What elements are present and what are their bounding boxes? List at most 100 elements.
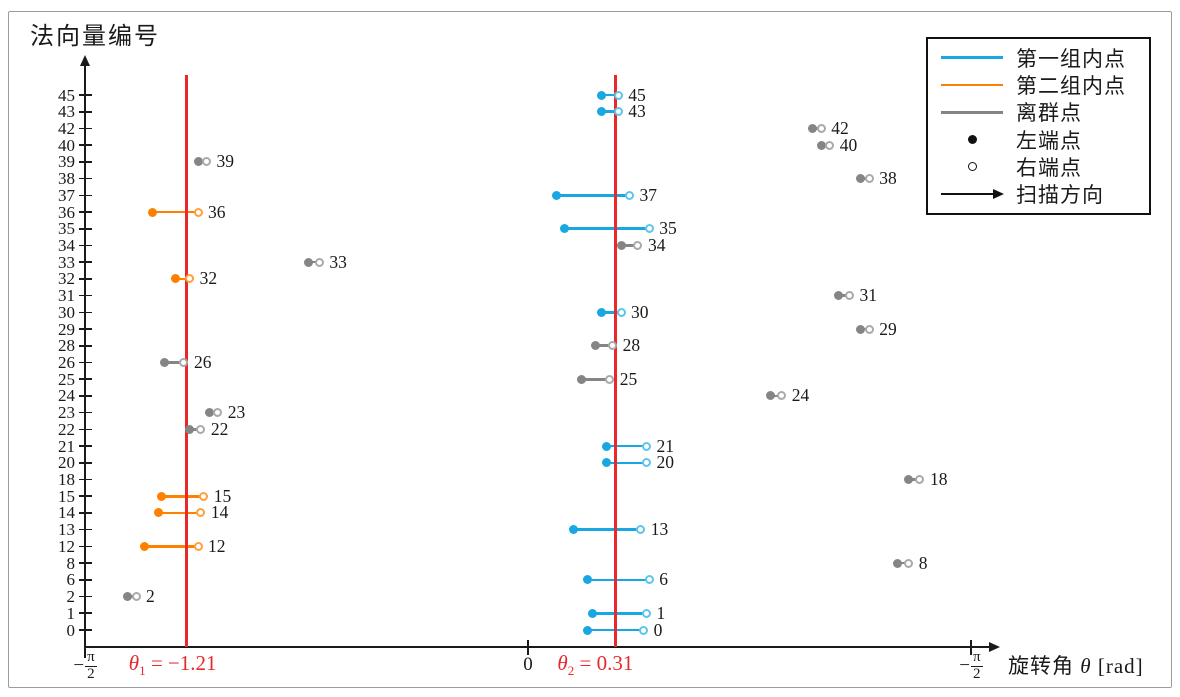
interval-segment (581, 377, 610, 381)
y-tick-label: 21 (58, 436, 75, 456)
y-tick-label: 23 (58, 403, 75, 423)
open-circle-icon (928, 162, 1016, 172)
outer-frame (8, 11, 1172, 688)
interval-segment (573, 528, 641, 531)
x-tick-label: − π 2 (73, 649, 97, 682)
y-tick (78, 278, 92, 280)
interval-label: 31 (859, 285, 877, 306)
right-endpoint-icon (644, 575, 654, 585)
right-endpoint-icon (196, 508, 206, 518)
y-tick-label: 30 (58, 302, 75, 322)
y-tick-label: 2 (66, 587, 76, 607)
y-tick-label: 35 (58, 219, 75, 239)
y-tick (78, 194, 92, 197)
left-endpoint-icon (766, 391, 776, 401)
x-tick (527, 640, 529, 655)
y-tick-label: 33 (58, 252, 75, 272)
right-endpoint-icon (825, 140, 835, 150)
interval-segment (175, 277, 190, 281)
y-tick (78, 244, 92, 247)
left-endpoint-icon (577, 374, 587, 384)
y-tick (78, 110, 92, 113)
interval-segment (308, 260, 320, 264)
y-tick-label: 28 (58, 336, 75, 356)
right-endpoint-icon (199, 491, 209, 501)
interval-label: 40 (839, 134, 858, 155)
interval-label: 33 (329, 251, 347, 272)
y-tick-label: 24 (58, 386, 75, 406)
legend-item-group1: 第一组内点 (928, 45, 1149, 71)
interval-label: 43 (628, 101, 646, 122)
legend-label: 右端点 (1016, 155, 1082, 180)
y-tick (78, 562, 92, 564)
interval-segment (152, 210, 199, 214)
interval-label: 42 (831, 117, 849, 138)
left-endpoint-icon (303, 257, 313, 267)
y-tick-label: 13 (58, 520, 75, 540)
left-endpoint-icon (582, 575, 592, 585)
y-tick-label: 31 (58, 286, 75, 306)
left-endpoint-icon (193, 157, 203, 167)
theta-symbol: θ (1080, 654, 1092, 678)
y-tick (78, 294, 92, 297)
interval-label: 1 (656, 602, 666, 623)
right-endpoint-icon (777, 391, 787, 401)
interval-label: 25 (619, 368, 638, 389)
right-endpoint-icon (915, 475, 925, 485)
right-endpoint-icon (185, 274, 195, 284)
y-axis-title: 法向量编号 (30, 24, 160, 50)
right-endpoint-icon (625, 190, 635, 200)
y-tick-label: 25 (58, 369, 75, 389)
interval-label: 26 (193, 352, 212, 372)
left-endpoint-icon (159, 358, 169, 367)
interval-label: 28 (622, 335, 641, 356)
left-endpoint-icon (808, 123, 818, 133)
y-tick (78, 445, 92, 447)
x-tick (84, 640, 86, 655)
right-endpoint-icon (193, 207, 203, 217)
interval-segment (189, 428, 201, 431)
group1-line-icon (928, 56, 1016, 60)
interval-segment (606, 461, 647, 465)
y-tick (78, 528, 92, 531)
x-tick-label: − π 2 (959, 649, 983, 682)
interval-label: 32 (199, 268, 218, 289)
legend-item-scan-direction: 扫描方向 (928, 182, 1149, 207)
y-tick-label: 37 (58, 185, 75, 205)
right-endpoint-icon (613, 107, 623, 117)
legend-label: 第二组内点 (1016, 74, 1126, 99)
left-endpoint-icon (582, 625, 592, 635)
left-endpoint-icon (568, 525, 578, 535)
interval-segment (592, 611, 647, 615)
legend-label: 左端点 (1016, 128, 1082, 153)
interval-segment (564, 227, 650, 231)
right-endpoint-icon (816, 123, 826, 133)
scan-direction-arrow-icon (928, 189, 1016, 200)
interval-segment (161, 494, 204, 498)
interval-segment (164, 361, 184, 364)
y-tick-label: 6 (66, 570, 76, 590)
left-endpoint-icon (602, 441, 612, 451)
interval-segment (158, 511, 201, 515)
legend: 第一组内点 第二组内点 离群点 左端点 右端点 扫描方向 (926, 37, 1151, 215)
y-tick (78, 344, 92, 347)
right-endpoint-icon (314, 257, 324, 267)
y-tick-label: 39 (58, 152, 75, 172)
interval-label: 36 (208, 201, 226, 222)
y-tick-label: 36 (58, 202, 75, 222)
y-tick (78, 478, 92, 481)
left-endpoint-icon (596, 90, 606, 100)
y-tick-label: 8 (66, 553, 76, 573)
y-tick (78, 144, 92, 146)
y-tick (78, 227, 92, 230)
left-endpoint-icon (596, 107, 606, 117)
y-tick-label: 32 (58, 269, 75, 289)
y-tick (78, 545, 92, 548)
left-endpoint-icon (892, 558, 902, 568)
left-endpoint-icon (551, 190, 561, 200)
interval-label: 18 (929, 469, 948, 490)
interval-segment (770, 394, 782, 398)
right-endpoint-icon (641, 458, 651, 468)
legend-item-outlier: 离群点 (928, 100, 1149, 125)
legend-label: 扫描方向 (1016, 183, 1104, 208)
